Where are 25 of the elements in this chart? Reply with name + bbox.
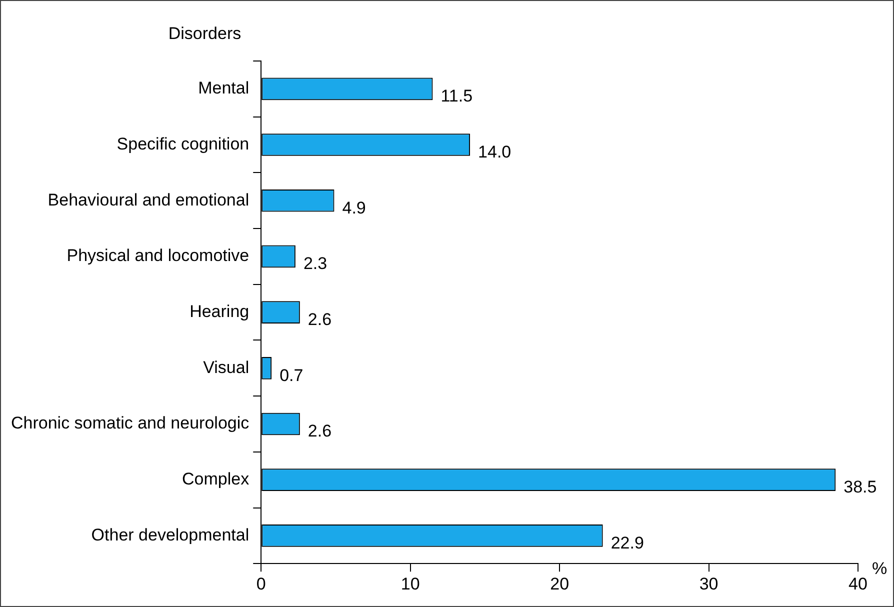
y-tick-label: Complex xyxy=(182,470,250,489)
y-tick-label: Hearing xyxy=(190,302,250,321)
data-label: 0.7 xyxy=(280,366,304,385)
x-tick-label: 30 xyxy=(699,574,718,594)
x-tick-label: 40 xyxy=(848,574,868,594)
x-axis-title: % xyxy=(872,558,888,578)
x-tick-label: 10 xyxy=(400,574,420,594)
x-tick-label: 20 xyxy=(550,574,570,594)
x-tick-label: 0 xyxy=(256,574,266,594)
data-label: 2.6 xyxy=(308,310,332,329)
y-tick-label: Chronic somatic and neurologic xyxy=(11,414,250,433)
y-axis-title: Disorders xyxy=(168,24,242,44)
data-label: 14.0 xyxy=(478,142,512,162)
data-label: 2.6 xyxy=(308,422,332,441)
data-label: 2.3 xyxy=(303,254,328,274)
y-tick-label: Behavioural and emotional xyxy=(48,190,250,210)
y-tick-label: Physical and locomotive xyxy=(66,246,250,266)
y-tick-label: Other developmental xyxy=(91,525,250,544)
data-label: 22.9 xyxy=(610,533,644,552)
y-tick-label: Specific cognition xyxy=(116,134,250,154)
y-tick-label: Visual xyxy=(203,358,250,377)
data-label: 38.5 xyxy=(844,478,877,497)
data-label: 4.9 xyxy=(342,198,366,218)
y-tick-label: Mental xyxy=(198,78,250,98)
data-label: 11.5 xyxy=(440,86,473,106)
